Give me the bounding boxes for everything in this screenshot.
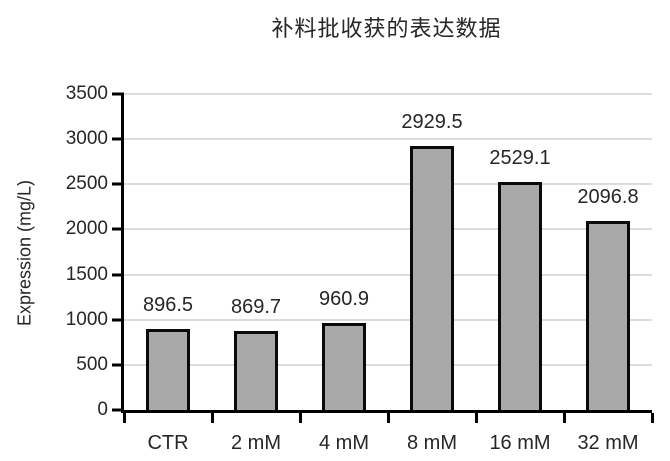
- y-tick-label: 500: [76, 353, 108, 375]
- gridline: [124, 138, 652, 141]
- gridline: [124, 363, 652, 366]
- gridline: [124, 228, 652, 231]
- x-tick: [122, 413, 126, 423]
- bar-value-label: 960.9: [318, 288, 370, 311]
- bar: [410, 145, 454, 410]
- y-tick-label: 3000: [65, 128, 108, 150]
- x-tick: [562, 413, 566, 423]
- bar: [322, 323, 366, 410]
- y-tick-label: 2000: [65, 218, 108, 240]
- x-tick: [210, 413, 214, 423]
- x-tick: [650, 413, 654, 423]
- bar: [234, 331, 278, 410]
- bar-value-label: 2096.8: [577, 185, 639, 208]
- x-tick: [386, 413, 390, 423]
- y-tick-label: 1500: [65, 263, 108, 285]
- x-tick-label: 16 mM: [489, 432, 551, 454]
- bar-value-label: 2529.1: [489, 146, 551, 169]
- y-tick: [112, 182, 124, 186]
- gridline: [124, 93, 652, 95]
- x-tick-label: 4 mM: [319, 432, 369, 454]
- y-tick: [112, 273, 124, 277]
- y-tick: [112, 227, 124, 231]
- y-tick-label: 2500: [65, 173, 108, 195]
- bar: [146, 329, 190, 410]
- bar-value-label: 2929.5: [401, 110, 463, 133]
- y-tick: [112, 318, 124, 322]
- y-tick: [112, 408, 124, 412]
- bar: [498, 181, 542, 410]
- gridline: [124, 273, 652, 276]
- gridline: [124, 318, 652, 321]
- bar-value-label: 896.5: [142, 294, 194, 317]
- y-axis-title: Expression (mg/L): [14, 179, 35, 327]
- x-tick-label: 2 mM: [231, 432, 281, 454]
- x-tick: [298, 413, 302, 423]
- bar-value-label: 869.7: [230, 296, 282, 319]
- gridline: [124, 183, 652, 186]
- y-tick-label: 0: [97, 399, 108, 420]
- plot-area: 0 500 1000 1500 2000 2500 3000 3500 896.5 CTR 869.…: [66, 83, 654, 454]
- y-tick: [112, 137, 124, 141]
- x-tick-label: 8 mM: [407, 432, 457, 454]
- x-tick: [474, 413, 478, 423]
- y-tick: [112, 363, 124, 367]
- x-tick-label: 32 mM: [577, 432, 639, 454]
- bar: [586, 220, 630, 410]
- x-tick-label: CTR: [147, 432, 189, 454]
- chart-title: 补料批收获的表达数据: [271, 16, 502, 41]
- y-tick: [112, 92, 124, 96]
- y-tick-label: 1000: [65, 308, 108, 330]
- y-tick-label: 3500: [65, 83, 108, 104]
